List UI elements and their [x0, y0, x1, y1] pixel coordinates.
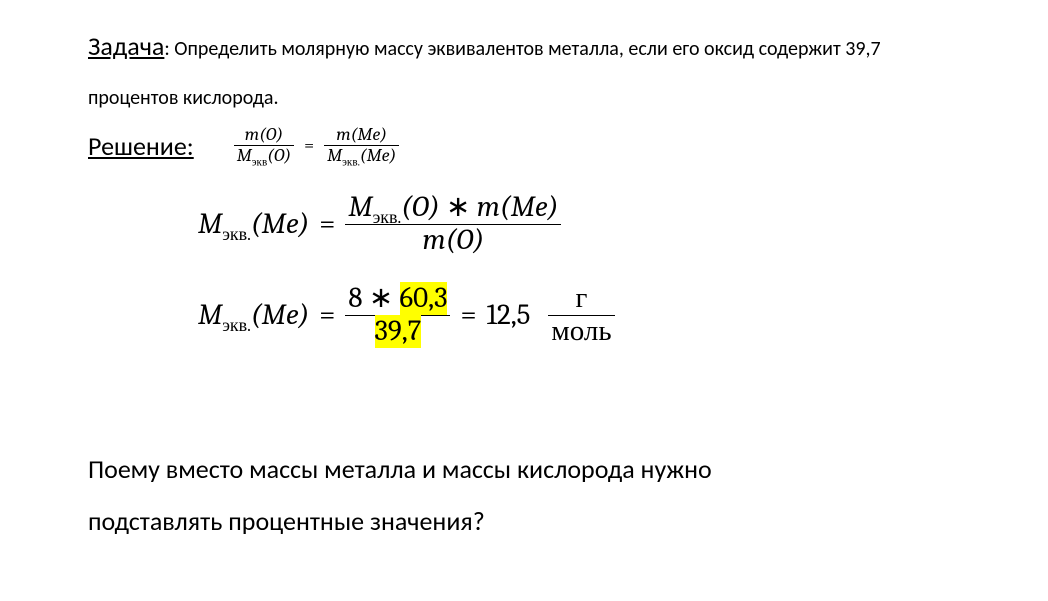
- eq2-top: Mэкв.(O) ∗ m(Me): [345, 192, 561, 224]
- problem-text-line2: процентов кислорода.: [88, 86, 279, 110]
- solution-row: Решение: m(O) Mэкв(O) = m(Me) Mэкв.(Me): [88, 125, 988, 166]
- page-root: Задача: Определить молярную массу эквива…: [0, 0, 1048, 569]
- equation-2: Mэкв.(Me) = Mэкв.(O) ∗ m(Me) m(O): [198, 192, 561, 257]
- eq3-lhs-M: M: [198, 299, 222, 332]
- eq3-equals-1: =: [315, 299, 339, 332]
- eq3-unit-fraction: г моль: [548, 283, 614, 348]
- equation-1: m(O) Mэкв(O) = m(Me) Mэкв.(Me): [234, 125, 399, 166]
- eq3-unit-bot: моль: [548, 316, 614, 348]
- eq3-lhs: Mэкв.(Me): [198, 299, 309, 332]
- eq3-equals-2: =: [456, 299, 480, 332]
- problem-colon: :: [164, 37, 174, 61]
- eq3-unit-top: г: [573, 283, 591, 315]
- eq2-top-star: ∗: [440, 191, 477, 224]
- eq3-bot-highlight: 39,7: [375, 315, 422, 348]
- eq3-fraction: 8 ∗ 60,3 39,7: [345, 283, 450, 348]
- question-line-2: подставлять процентные значения?: [88, 495, 988, 547]
- problem-title: Задача: [88, 30, 164, 62]
- eq3-result: 12,5: [487, 299, 531, 332]
- eq2-top-M: M: [348, 191, 372, 224]
- eq1-equals: =: [300, 135, 318, 156]
- eq1-left-fraction: m(O) Mэкв(O): [234, 125, 294, 166]
- eq2-lhs-M: M: [198, 208, 222, 241]
- eq2-bot: m(O): [420, 225, 488, 257]
- eq1-rb-sub: экв.: [342, 156, 360, 169]
- eq2-top-O: (O): [401, 191, 439, 224]
- eq1-lb-tail: (O): [267, 145, 291, 166]
- eq3-lhs-tail: (Me): [251, 299, 309, 332]
- question-block: Поему вместо массы металла и массы кисло…: [88, 443, 988, 547]
- eq1-right-fraction: m(Me) Mэкв.(Me): [324, 125, 399, 166]
- eq1-lb-M: M: [237, 145, 252, 166]
- problem-statement: Задача: Определить молярную массу эквива…: [88, 22, 988, 71]
- eq1-lb-sub: экв: [252, 156, 267, 169]
- problem-text-line1: Определить молярную массу эквивалентов м…: [174, 37, 880, 61]
- eq2-top-m: m(Me): [477, 191, 559, 224]
- eq2-lhs-sub: экв.: [222, 225, 251, 245]
- eq3-top-8: 8 ∗: [348, 282, 399, 315]
- eq2-fraction: Mэкв.(O) ∗ m(Me) m(O): [345, 192, 561, 257]
- eq3-lhs-sub: экв.: [222, 315, 251, 335]
- eq1-rb-M: M: [327, 145, 342, 166]
- eq3-bot: 39,7: [372, 316, 425, 348]
- question-line-1: Поему вместо массы металла и массы кисло…: [88, 443, 988, 495]
- solution-label: Решение:: [88, 130, 194, 162]
- eq1-left-top: m(O): [242, 125, 286, 145]
- eq3-top-highlight: 60,3: [400, 282, 448, 315]
- eq1-left-bottom: Mэкв(O): [234, 146, 294, 166]
- eq1-right-top: m(Me): [333, 125, 390, 145]
- equation-3: Mэкв.(Me) = 8 ∗ 60,3 39,7 = 12,5 г моль: [198, 283, 615, 348]
- eq3-top: 8 ∗ 60,3: [345, 283, 450, 315]
- problem-statement-line2: процентов кислорода.: [88, 79, 988, 117]
- eq1-right-bottom: Mэкв.(Me): [324, 146, 399, 166]
- equation-3-wrap: Mэкв.(Me) = 8 ∗ 60,3 39,7 = 12,5 г моль: [88, 257, 988, 348]
- eq2-equals: =: [315, 208, 339, 241]
- equation-2-wrap: Mэкв.(Me) = Mэкв.(O) ∗ m(Me) m(O): [88, 166, 988, 257]
- eq2-lhs: Mэкв.(Me): [198, 208, 309, 241]
- eq2-lhs-tail: (Me): [251, 208, 309, 241]
- eq1-rb-tail: (Me): [360, 145, 396, 166]
